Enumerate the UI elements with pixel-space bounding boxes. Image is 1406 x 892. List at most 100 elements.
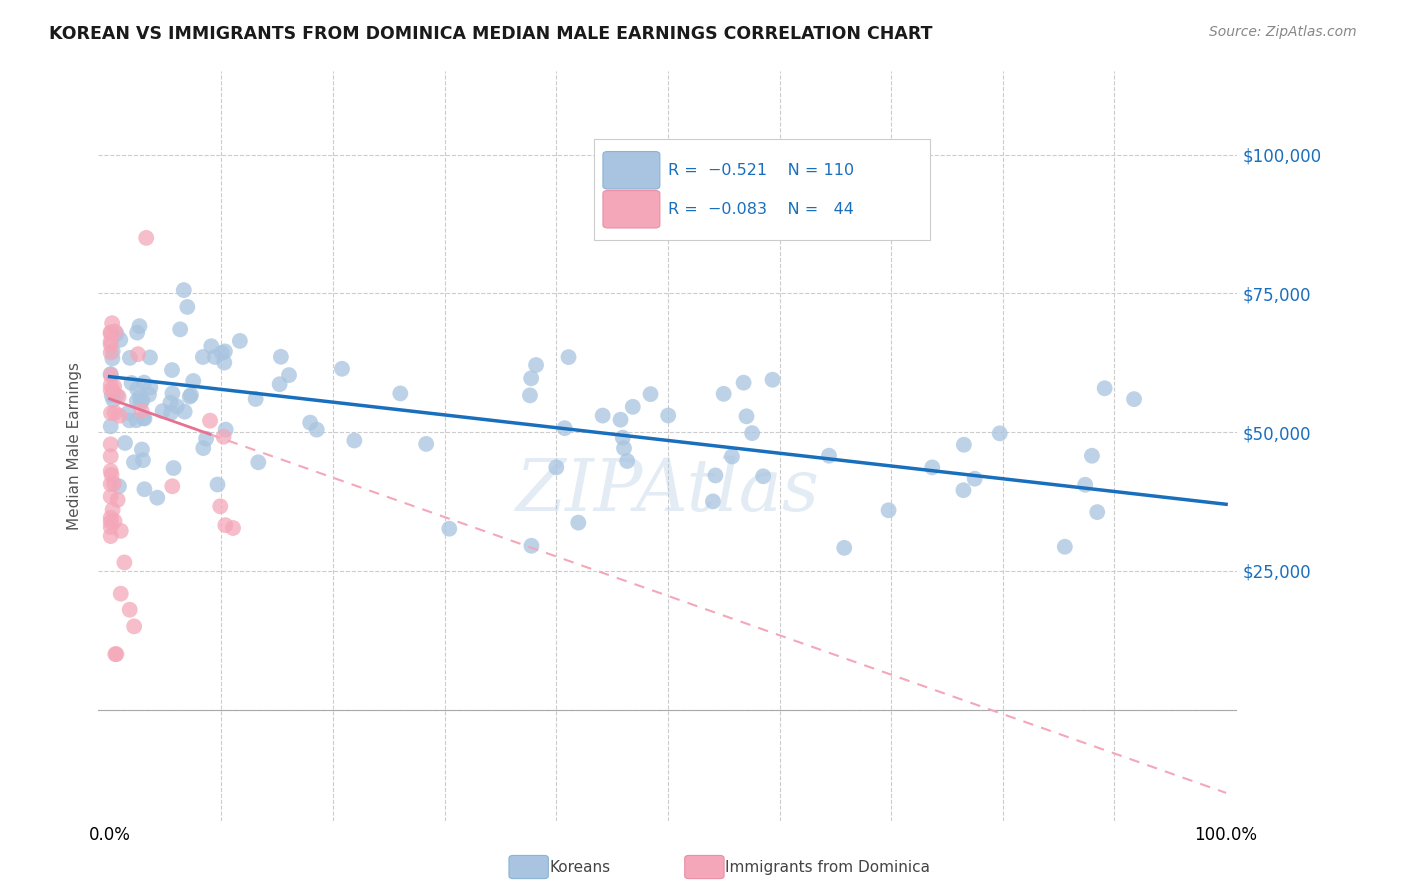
Point [132, 453, 155, 467]
Point [107, 390, 129, 404]
Point [180, 388, 202, 402]
Point [520, 539, 543, 553]
Point [609, 412, 631, 426]
Point [613, 441, 636, 455]
Point [191, 350, 214, 364]
FancyBboxPatch shape [593, 139, 929, 240]
Point [612, 431, 634, 445]
Point [131, 404, 153, 418]
Point [963, 472, 986, 486]
Point [952, 483, 974, 498]
Text: R =  −0.083    N =   44: R = −0.083 N = 44 [668, 202, 853, 217]
Point [128, 390, 150, 404]
Point [127, 382, 149, 396]
Point [735, 409, 758, 424]
Point [100, 345, 122, 359]
Point [278, 368, 301, 383]
Point [101, 344, 124, 359]
FancyBboxPatch shape [603, 191, 659, 228]
Point [104, 406, 127, 420]
Point [100, 367, 122, 381]
Point [132, 411, 155, 425]
Point [211, 346, 233, 360]
Point [176, 300, 198, 314]
Point [160, 363, 183, 377]
Point [207, 477, 229, 491]
Point [146, 491, 169, 505]
Point [524, 358, 547, 372]
Point [877, 503, 900, 517]
Point [270, 350, 292, 364]
Y-axis label: Median Male Earnings: Median Male Earnings [67, 362, 83, 530]
Point [657, 409, 679, 423]
Point [139, 380, 162, 394]
Point [214, 518, 236, 533]
Point [330, 361, 353, 376]
Point [100, 510, 122, 524]
Point [118, 603, 141, 617]
Point [166, 400, 188, 414]
Text: R =  −0.521    N = 110: R = −0.521 N = 110 [668, 162, 853, 178]
Point [135, 231, 157, 245]
Point [100, 334, 122, 349]
Point [761, 373, 783, 387]
Point [215, 423, 238, 437]
Point [103, 379, 125, 393]
Point [198, 414, 221, 428]
Point [103, 392, 125, 407]
Point [592, 409, 614, 423]
Point [128, 319, 150, 334]
Point [269, 377, 291, 392]
Point [519, 388, 541, 402]
Point [103, 384, 125, 399]
Point [108, 479, 131, 493]
Point [204, 350, 226, 364]
Point [101, 502, 124, 516]
Point [114, 436, 136, 450]
Point [134, 482, 156, 496]
Point [125, 393, 148, 408]
Point [127, 326, 149, 340]
Point [212, 430, 235, 444]
Point [112, 556, 135, 570]
Point [162, 386, 184, 401]
Point [152, 404, 174, 418]
Point [222, 521, 245, 535]
Point [117, 406, 139, 420]
Point [181, 374, 204, 388]
Point [229, 334, 252, 348]
Text: Source: ZipAtlas.com: Source: ZipAtlas.com [1209, 25, 1357, 39]
Point [546, 460, 568, 475]
Point [100, 326, 122, 341]
Point [299, 416, 322, 430]
Point [101, 316, 124, 330]
Point [179, 390, 201, 404]
Point [247, 455, 270, 469]
Point [103, 476, 125, 491]
Point [131, 393, 153, 408]
Point [100, 419, 122, 434]
Point [138, 387, 160, 401]
Point [173, 405, 195, 419]
Text: Koreans: Koreans [550, 860, 610, 874]
Point [733, 376, 755, 390]
Point [100, 490, 122, 504]
Text: KOREAN VS IMMIGRANTS FROM DOMINICA MEDIAN MALE EARNINGS CORRELATION CHART: KOREAN VS IMMIGRANTS FROM DOMINICA MEDIA… [49, 25, 932, 43]
Point [100, 325, 122, 339]
Point [100, 520, 122, 534]
Point [100, 437, 122, 451]
Point [100, 337, 122, 351]
Point [713, 387, 735, 401]
Point [1053, 540, 1076, 554]
Point [132, 376, 155, 390]
Point [704, 468, 727, 483]
Point [100, 515, 122, 529]
Point [173, 283, 195, 297]
Point [640, 387, 662, 401]
Point [921, 460, 943, 475]
Point [101, 351, 124, 366]
Point [721, 450, 744, 464]
Point [752, 469, 775, 483]
Point [105, 388, 128, 402]
Point [104, 647, 127, 661]
